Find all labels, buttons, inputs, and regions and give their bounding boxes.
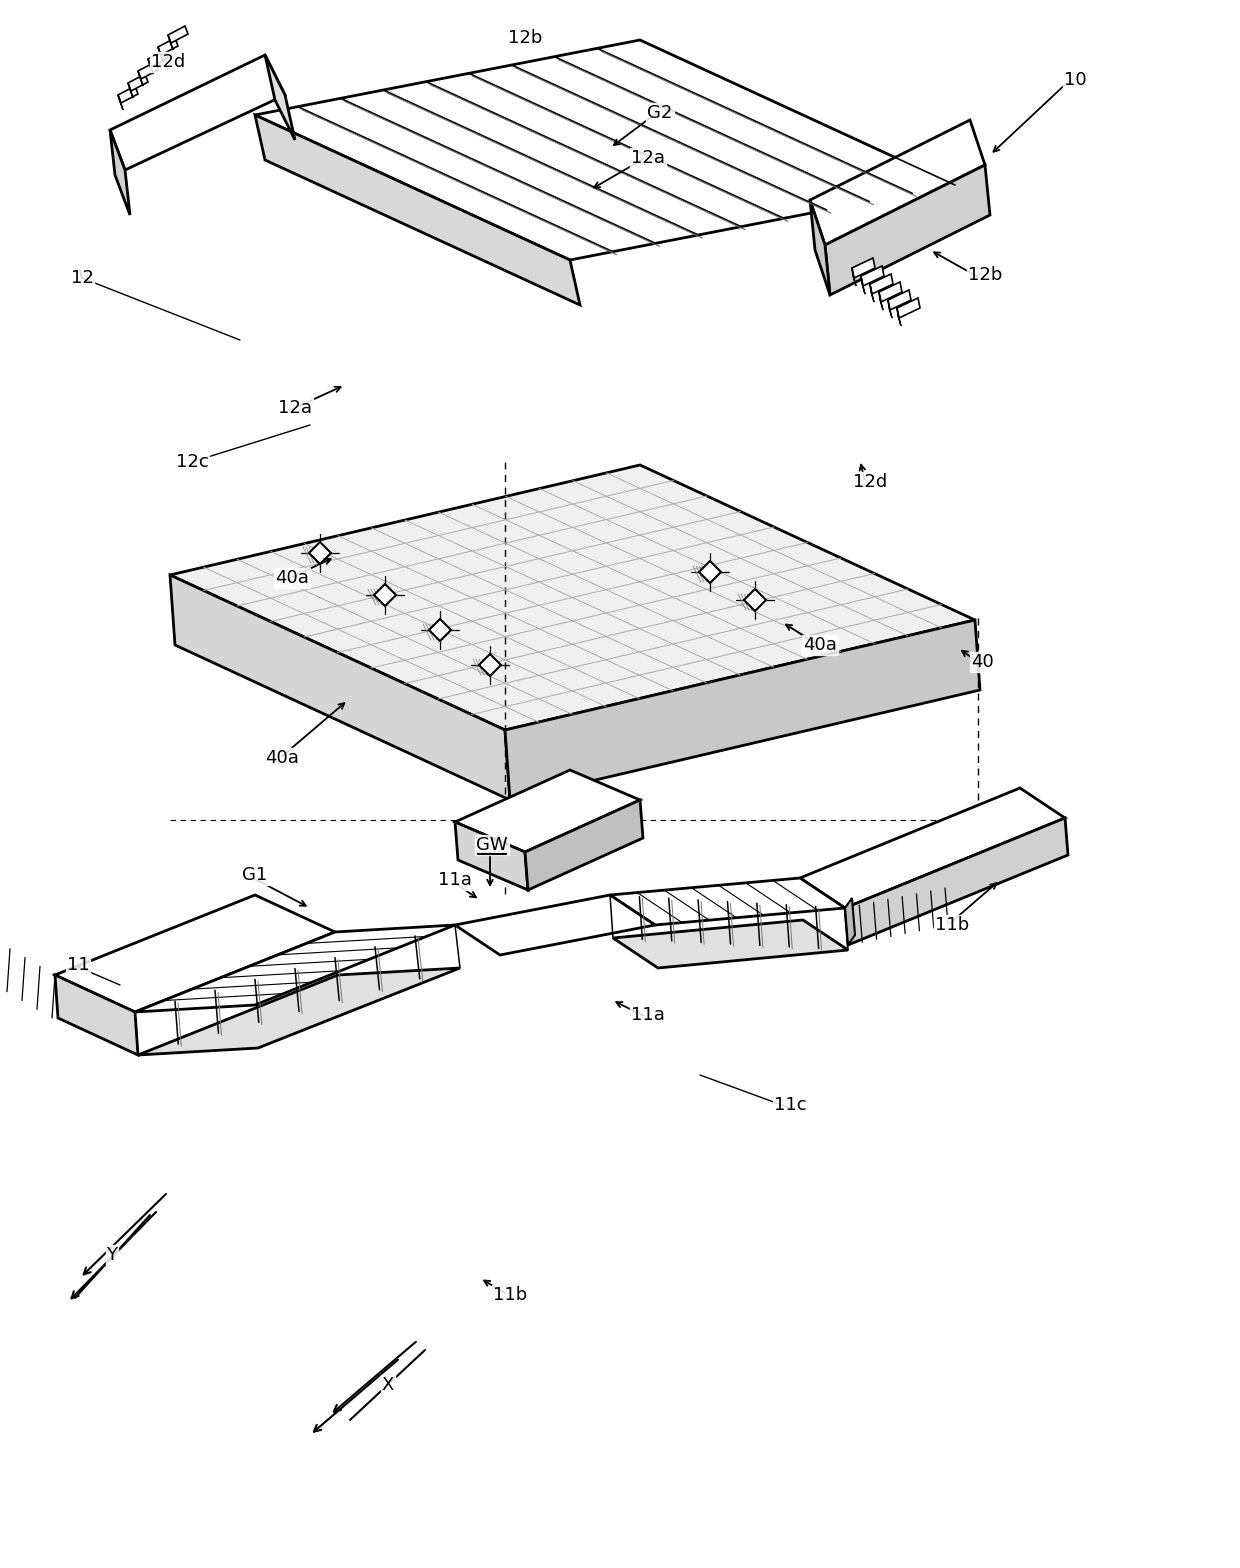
Polygon shape (888, 290, 911, 310)
Polygon shape (255, 114, 580, 306)
Text: 40a: 40a (275, 569, 309, 586)
Polygon shape (55, 975, 138, 1055)
Polygon shape (167, 34, 174, 50)
Text: 12a: 12a (278, 398, 312, 417)
Polygon shape (455, 895, 655, 955)
Text: 12b: 12b (508, 28, 542, 47)
Polygon shape (148, 50, 167, 67)
Text: GW: GW (476, 836, 508, 855)
Text: 11a: 11a (631, 1007, 665, 1024)
Text: X: X (382, 1377, 394, 1394)
Polygon shape (870, 284, 874, 303)
Polygon shape (135, 925, 455, 1011)
Polygon shape (157, 47, 162, 63)
Polygon shape (844, 898, 856, 946)
Text: 40a: 40a (265, 750, 299, 767)
Polygon shape (810, 201, 830, 295)
Polygon shape (110, 55, 285, 169)
Polygon shape (157, 38, 179, 55)
Polygon shape (429, 619, 451, 641)
Polygon shape (148, 60, 153, 74)
Text: 11a: 11a (438, 870, 472, 889)
Polygon shape (861, 267, 884, 285)
Text: 40a: 40a (804, 637, 837, 654)
Polygon shape (610, 878, 844, 925)
Polygon shape (810, 121, 985, 245)
Text: 11: 11 (67, 956, 89, 974)
Polygon shape (118, 96, 123, 110)
Text: 11b: 11b (492, 1286, 527, 1305)
Text: 12c: 12c (176, 453, 208, 470)
Polygon shape (897, 298, 920, 318)
Polygon shape (455, 822, 528, 891)
Polygon shape (852, 268, 856, 285)
Text: 11c: 11c (774, 1096, 806, 1113)
Text: 12d: 12d (853, 474, 887, 491)
Polygon shape (374, 583, 396, 605)
Polygon shape (800, 789, 1065, 908)
Polygon shape (170, 466, 975, 731)
Polygon shape (744, 590, 766, 612)
Polygon shape (870, 274, 893, 295)
Text: G2: G2 (647, 103, 672, 122)
Polygon shape (844, 818, 1068, 946)
Polygon shape (825, 165, 990, 295)
Text: G1: G1 (242, 866, 268, 884)
Polygon shape (138, 63, 157, 78)
Polygon shape (255, 41, 955, 260)
Polygon shape (505, 619, 980, 800)
Text: 11b: 11b (935, 916, 970, 935)
Polygon shape (879, 282, 901, 303)
Text: 40: 40 (971, 652, 993, 671)
Text: 12d: 12d (151, 53, 185, 71)
Polygon shape (138, 71, 143, 86)
Polygon shape (265, 55, 295, 140)
Polygon shape (128, 74, 148, 91)
Polygon shape (613, 920, 848, 967)
Text: 12: 12 (71, 270, 93, 287)
Polygon shape (888, 299, 892, 318)
Polygon shape (128, 83, 133, 99)
Polygon shape (699, 561, 720, 583)
Polygon shape (138, 967, 460, 1055)
Polygon shape (170, 575, 510, 800)
Polygon shape (110, 130, 130, 215)
Polygon shape (479, 654, 501, 676)
Polygon shape (879, 292, 883, 310)
Polygon shape (852, 259, 875, 278)
Polygon shape (525, 800, 644, 891)
Text: Y: Y (107, 1247, 118, 1264)
Text: 12a: 12a (631, 149, 665, 168)
Text: 12b: 12b (967, 267, 1002, 284)
Polygon shape (309, 543, 331, 564)
Polygon shape (55, 895, 335, 1011)
Polygon shape (167, 27, 188, 42)
Text: 10: 10 (1064, 71, 1086, 89)
Polygon shape (861, 276, 866, 295)
Polygon shape (897, 307, 901, 326)
Polygon shape (118, 86, 138, 103)
Polygon shape (455, 770, 640, 851)
